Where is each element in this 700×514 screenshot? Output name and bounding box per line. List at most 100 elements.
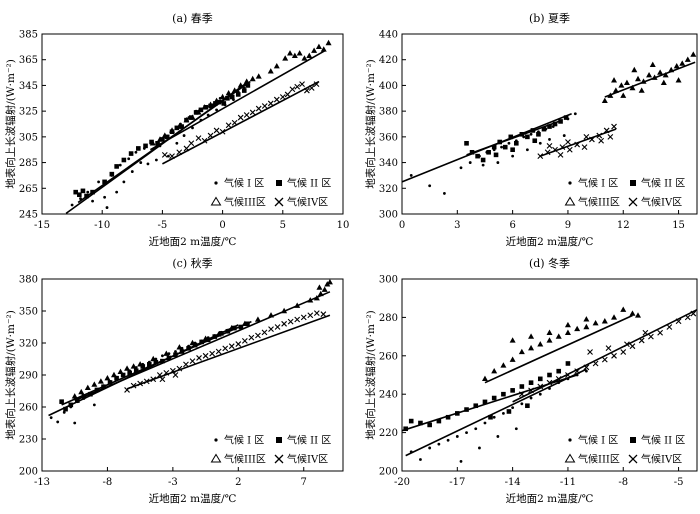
data-point [511, 154, 515, 158]
data-point [611, 123, 617, 130]
legend-marker [630, 180, 636, 186]
data-point [59, 399, 64, 404]
legend-marker [628, 454, 638, 464]
x-tick-label: 6 [509, 220, 515, 231]
data-point [307, 312, 314, 319]
data-point [91, 199, 94, 203]
fit-line [604, 61, 696, 98]
data-point [219, 93, 226, 100]
data-point [583, 316, 590, 322]
data-point [49, 416, 53, 420]
series-2 [601, 51, 697, 104]
y-tick-label: 345 [19, 81, 38, 92]
data-point [500, 145, 503, 149]
data-point [443, 192, 446, 195]
data-point [218, 331, 224, 336]
series-0 [405, 368, 588, 463]
x-tick-label: -3 [168, 477, 178, 488]
data-point [104, 375, 111, 381]
data-point [508, 134, 514, 140]
data-point [525, 403, 530, 409]
data-point [122, 180, 126, 184]
chart-panel-0: (a) 春季 -15 -10 -5 0 5 10 245 265 285 305 325 345 365 3… [4, 12, 349, 248]
data-point [556, 368, 562, 374]
data-point [519, 384, 525, 389]
data-point [478, 446, 481, 450]
y-tick-label: 285 [19, 158, 38, 169]
legend-label: 气候 II 区 [641, 434, 685, 447]
data-point [525, 134, 530, 140]
data-point [235, 92, 241, 97]
data-point [153, 359, 159, 365]
data-point [611, 314, 618, 320]
data-point [465, 431, 468, 434]
data-point [547, 372, 552, 378]
fit-line [74, 291, 331, 402]
data-point [511, 406, 515, 410]
data-point [605, 345, 612, 352]
data-point [300, 314, 307, 321]
data-point [193, 110, 199, 115]
data-point [175, 141, 179, 145]
data-point [475, 153, 480, 159]
data-point [291, 52, 298, 59]
data-point [215, 348, 222, 355]
data-point [163, 350, 170, 356]
data-point [229, 94, 235, 100]
data-point [182, 134, 186, 137]
data-point [91, 381, 98, 387]
data-point [86, 190, 90, 194]
data-point [73, 421, 77, 425]
data-point [201, 104, 208, 110]
fit-line [162, 80, 320, 165]
data-point [92, 403, 96, 407]
x-tick-label: -10 [94, 220, 110, 231]
data-point [105, 206, 109, 209]
data-point [481, 163, 485, 167]
data-point [127, 157, 131, 161]
data-point [159, 376, 166, 383]
series-2 [481, 306, 641, 384]
data-point [273, 96, 280, 103]
panel-title: (b) 夏季 [529, 12, 570, 25]
data-point [147, 362, 152, 367]
series-1 [464, 115, 569, 163]
data-point [629, 310, 636, 316]
y-tick-label: 300 [379, 275, 398, 286]
data-point [666, 324, 673, 330]
data-point [635, 312, 641, 318]
data-point [189, 358, 196, 365]
x-tick-label: -13 [34, 477, 50, 488]
data-point [502, 412, 505, 415]
y-tick-label: 200 [379, 467, 398, 478]
data-point [115, 190, 119, 194]
data-point [562, 134, 566, 137]
legend-marker [564, 196, 576, 206]
data-point [202, 352, 209, 359]
data-point [316, 284, 323, 290]
data-point [121, 157, 127, 163]
data-point [473, 403, 479, 409]
data-point [281, 320, 287, 327]
data-point [209, 350, 216, 357]
data-point [176, 123, 183, 129]
chart-panel-3: (d) 冬季 -20 -17 -14 -11 -8 -5 200 220 240 260 280 300… [364, 256, 698, 505]
data-point [225, 122, 232, 129]
data-point [161, 132, 168, 138]
y-tick-label: 380 [19, 275, 38, 286]
data-point [532, 138, 538, 144]
data-point [565, 139, 571, 145]
data-point [538, 141, 542, 145]
data-point [529, 396, 533, 400]
fit-line [405, 368, 587, 457]
data-point [555, 333, 562, 339]
data-point [267, 68, 274, 74]
data-point [492, 415, 496, 419]
data-point [248, 334, 255, 341]
data-point [212, 334, 218, 339]
series-3 [537, 123, 617, 160]
y-tick-label: 305 [19, 132, 38, 143]
fit-line [540, 128, 617, 157]
data-point [684, 56, 691, 62]
